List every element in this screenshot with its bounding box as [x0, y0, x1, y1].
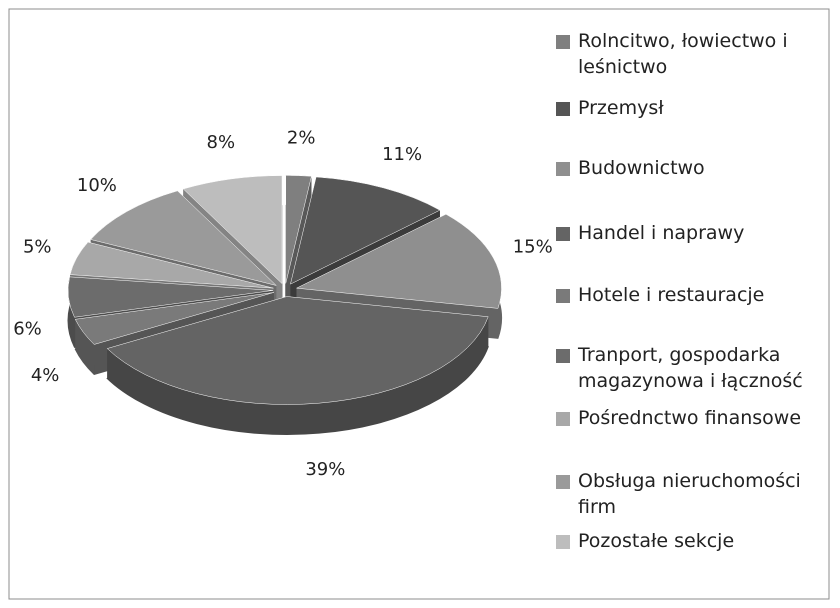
slice-top: [106, 296, 489, 405]
slice-side: [75, 319, 95, 375]
legend-label: Hotele i restauracje: [578, 284, 765, 306]
data-label: 11%: [382, 144, 422, 165]
slice-top: [74, 292, 274, 345]
data-label: 5%: [23, 237, 52, 258]
legend-swatch: [556, 475, 570, 489]
slice-top: [285, 175, 312, 284]
legend-swatch: [556, 535, 570, 549]
legend-swatch: [556, 289, 570, 303]
slice-top: [67, 276, 274, 318]
legend-swatch: [556, 227, 570, 241]
data-label: 8%: [207, 132, 236, 153]
legend-label: Przemysł: [578, 97, 664, 119]
legend-swatch: [556, 162, 570, 176]
legend-swatch: [556, 412, 570, 426]
slice-top: [295, 213, 502, 309]
legend-label: Pozostałe sekcje: [578, 530, 735, 552]
slice-side: [107, 316, 489, 435]
slice-top: [290, 176, 441, 285]
legend-label: Rolncitwo, łowiectwo i leśnictwo: [578, 30, 788, 78]
data-label: 4%: [31, 365, 60, 386]
legend-swatch: [556, 102, 570, 116]
pie-slice: [106, 296, 489, 436]
legend-label: Handel i naprawy: [578, 222, 745, 244]
legend-label: Budownictwo: [578, 157, 705, 179]
legend-swatch: [556, 349, 570, 363]
slice-top: [90, 190, 278, 286]
data-label: 10%: [77, 175, 117, 196]
pie: [67, 175, 502, 436]
data-label: 2%: [287, 128, 316, 149]
data-label: 6%: [13, 319, 42, 340]
slice-top: [182, 175, 283, 285]
legend-label: Tranport, gospodarka magazynowa i łączno…: [578, 344, 803, 392]
slice-top: [69, 241, 274, 289]
data-label: 15%: [513, 237, 553, 258]
data-label: 39%: [305, 459, 345, 480]
legend-label: Pośrednctwo finansowe: [578, 407, 802, 429]
legend-swatch: [556, 35, 570, 49]
legend-label: Obsługa nieruchomości firm: [578, 470, 801, 518]
